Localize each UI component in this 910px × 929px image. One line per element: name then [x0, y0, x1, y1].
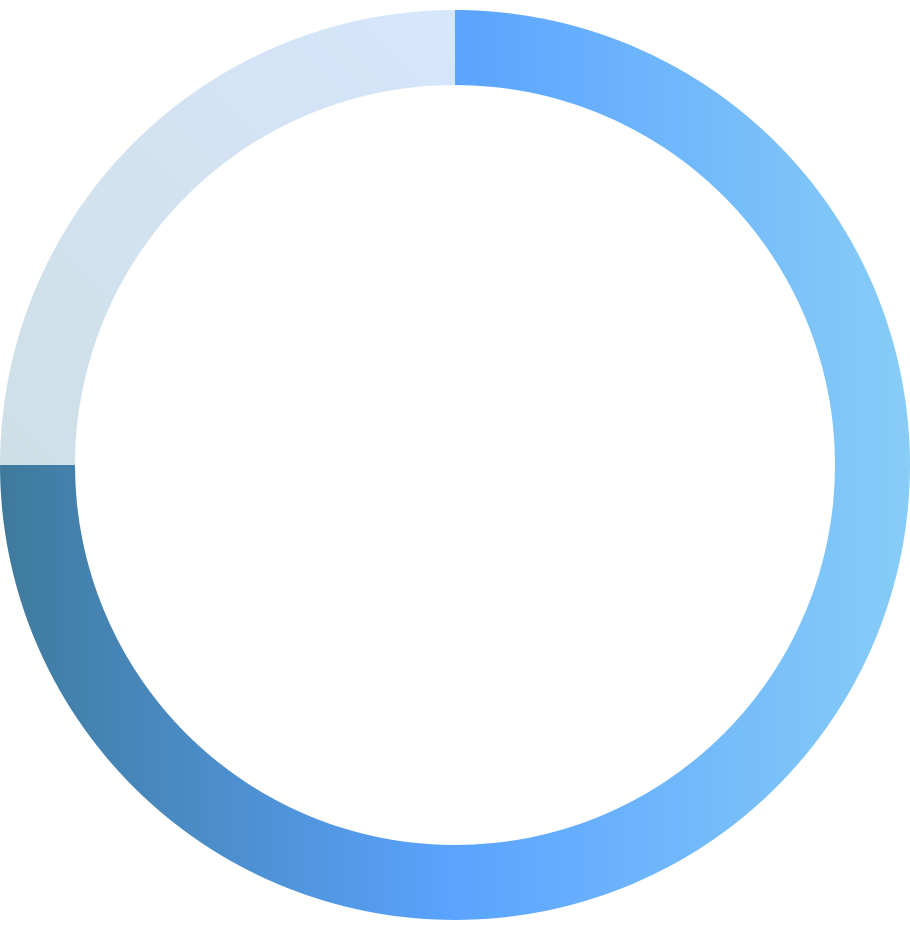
progress-ring-filled-arc	[455, 10, 910, 920]
progress-ring-filled-arc	[0, 465, 455, 920]
progress-ring-track-arc	[0, 10, 455, 465]
